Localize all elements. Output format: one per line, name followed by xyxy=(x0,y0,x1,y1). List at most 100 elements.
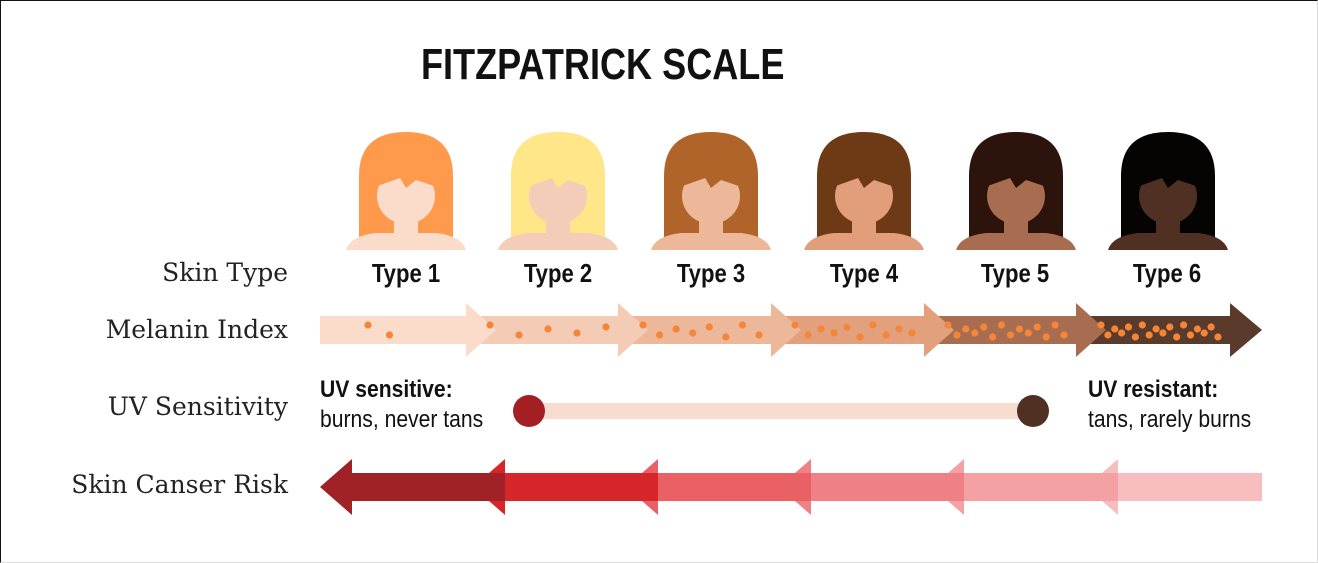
row-label-uv-sensitivity: UV Sensitivity xyxy=(107,392,288,421)
type-label-3: Type 3 xyxy=(676,258,746,288)
type-label-1: Type 1 xyxy=(371,258,441,288)
melanin-dot xyxy=(980,323,988,331)
row-label-skin-cancer-risk: Skin Canser Risk xyxy=(71,470,288,499)
melanin-dot xyxy=(1207,323,1215,331)
melanin-dot xyxy=(997,321,1006,329)
row-label-melanin-index: Melanin Index xyxy=(105,315,288,344)
melanin-dot xyxy=(544,325,552,333)
melanin-dot xyxy=(1097,321,1105,329)
melanin-dot xyxy=(908,329,916,337)
hair-bangs xyxy=(982,150,1050,188)
melanin-dot xyxy=(689,329,697,337)
risk-arrow-5 xyxy=(932,459,1118,515)
uv-track xyxy=(530,403,1033,419)
melanin-dot xyxy=(1173,333,1181,341)
risk-arrow-4 xyxy=(779,459,964,515)
face xyxy=(529,168,587,224)
shoulders xyxy=(1108,233,1228,250)
melanin-dot xyxy=(830,329,838,337)
melanin-arrow-3 xyxy=(625,303,801,357)
melanin-dot xyxy=(962,325,970,333)
melanin-dot xyxy=(869,321,877,329)
melanin-dot xyxy=(1124,323,1133,331)
shoulders xyxy=(804,233,924,250)
uv-sensitive-note: UV sensitive: burns, never tans xyxy=(320,376,483,434)
face xyxy=(835,168,893,224)
hair-bangs xyxy=(830,150,898,188)
melanin-dot xyxy=(856,333,864,341)
face-type-5 xyxy=(956,132,1076,250)
face-type-4 xyxy=(804,132,924,250)
melanin-dot xyxy=(385,331,394,339)
hair-bangs xyxy=(1134,150,1202,188)
melanin-dot xyxy=(738,321,747,329)
face-type-2 xyxy=(498,132,618,250)
melanin-dot xyxy=(1159,329,1167,337)
melanin-dot xyxy=(1180,321,1188,329)
risk-arrow-6 xyxy=(1086,459,1262,515)
shoulders xyxy=(651,233,771,250)
melanin-dot xyxy=(573,329,581,337)
melanin-dot xyxy=(1166,323,1174,331)
page-title: FITZPATRICK SCALE xyxy=(420,40,785,89)
melanin-dot xyxy=(971,329,979,337)
face xyxy=(682,168,740,224)
melanin-dot xyxy=(804,331,812,339)
uv-resistant-sub: tans, rarely burns xyxy=(1088,406,1252,433)
melanin-dot xyxy=(989,333,997,341)
face-type-6 xyxy=(1108,132,1228,250)
uv-resistant-note: UV resistant: tans, rarely burns xyxy=(1088,376,1251,434)
melanin-dot xyxy=(672,325,680,333)
melanin-dot xyxy=(1193,325,1201,333)
melanin-dot xyxy=(1186,331,1195,339)
type-label-6: Type 6 xyxy=(1132,258,1202,288)
melanin-dot xyxy=(705,323,713,331)
melanin-dot xyxy=(1015,325,1024,333)
hair-bangs xyxy=(677,150,745,188)
shoulders xyxy=(346,233,466,250)
type-label-5: Type 5 xyxy=(980,258,1050,288)
melanin-dot xyxy=(953,331,961,339)
uv-resistant-dot xyxy=(1017,395,1049,427)
melanin-arrow-4 xyxy=(777,303,954,357)
shoulders xyxy=(956,233,1076,250)
face xyxy=(377,168,435,224)
hair-bangs xyxy=(372,150,440,188)
type-label-4: Type 4 xyxy=(829,258,899,288)
melanin-dot xyxy=(1104,331,1112,339)
risk-arrow-2 xyxy=(473,459,658,515)
face xyxy=(987,168,1045,224)
melanin-dot xyxy=(791,321,799,329)
melanin-dot xyxy=(656,331,664,339)
uv-sensitive-title: UV sensitive: xyxy=(320,376,453,403)
face-type-1 xyxy=(346,132,466,250)
melanin-arrow-1 xyxy=(320,303,496,357)
uv-sensitive-dot xyxy=(513,395,545,427)
uv-resistant-title: UV resistant: xyxy=(1088,376,1219,403)
uv-sensitive-sub: burns, never tans xyxy=(320,406,484,433)
melanin-arrow-6 xyxy=(1083,303,1262,357)
melanin-dot xyxy=(755,331,763,339)
melanin-dot xyxy=(1033,323,1041,331)
melanin-dot xyxy=(364,321,372,329)
melanin-dot xyxy=(817,325,825,333)
melanin-arrow-2 xyxy=(472,303,648,357)
melanin-dot xyxy=(1111,325,1119,333)
melanin-dot xyxy=(722,333,730,341)
melanin-dot xyxy=(1138,321,1146,329)
melanin-dot xyxy=(639,321,647,329)
face-type-3 xyxy=(651,132,771,250)
melanin-dot xyxy=(1214,333,1222,341)
melanin-dot xyxy=(843,323,851,331)
melanin-dot xyxy=(895,325,903,333)
melanin-dot xyxy=(515,331,523,339)
melanin-dot xyxy=(1200,329,1208,337)
melanin-dot xyxy=(602,323,610,331)
melanin-dot xyxy=(486,321,494,329)
melanin-dot xyxy=(1118,329,1126,337)
risk-arrow-3 xyxy=(626,459,811,515)
face xyxy=(1139,168,1197,224)
risk-arrow-1 xyxy=(320,459,505,515)
hair-bangs xyxy=(524,150,592,188)
